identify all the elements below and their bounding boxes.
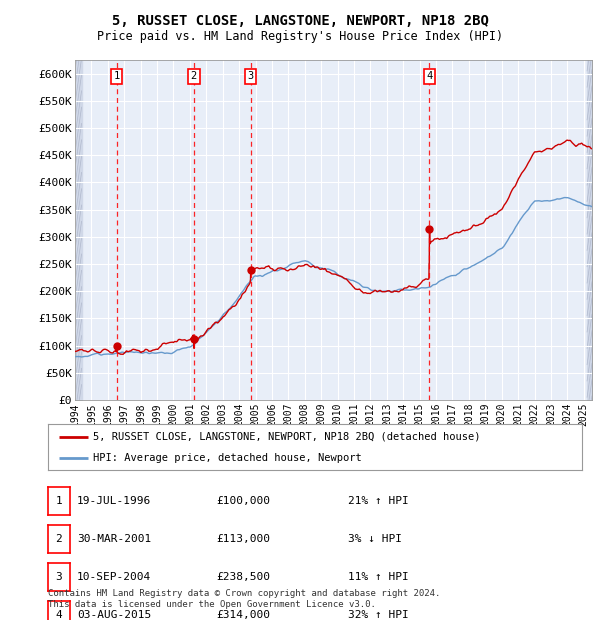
Text: 2: 2	[191, 71, 197, 81]
Text: 32% ↑ HPI: 32% ↑ HPI	[348, 610, 409, 620]
Text: 2: 2	[56, 534, 62, 544]
Text: 1: 1	[56, 496, 62, 506]
Text: 4: 4	[56, 610, 62, 620]
Text: Contains HM Land Registry data © Crown copyright and database right 2024.
This d: Contains HM Land Registry data © Crown c…	[48, 590, 440, 609]
Text: 3% ↓ HPI: 3% ↓ HPI	[348, 534, 402, 544]
Text: 4: 4	[426, 71, 433, 81]
Text: 10-SEP-2004: 10-SEP-2004	[77, 572, 151, 582]
Text: Price paid vs. HM Land Registry's House Price Index (HPI): Price paid vs. HM Land Registry's House …	[97, 30, 503, 43]
Text: £100,000: £100,000	[216, 496, 270, 506]
Text: £238,500: £238,500	[216, 572, 270, 582]
Text: 5, RUSSET CLOSE, LANGSTONE, NEWPORT, NP18 2BQ: 5, RUSSET CLOSE, LANGSTONE, NEWPORT, NP1…	[112, 14, 488, 28]
Text: 3: 3	[56, 572, 62, 582]
Text: 21% ↑ HPI: 21% ↑ HPI	[348, 496, 409, 506]
Text: 03-AUG-2015: 03-AUG-2015	[77, 610, 151, 620]
Text: 5, RUSSET CLOSE, LANGSTONE, NEWPORT, NP18 2BQ (detached house): 5, RUSSET CLOSE, LANGSTONE, NEWPORT, NP1…	[94, 432, 481, 441]
Text: 3: 3	[247, 71, 254, 81]
Text: 30-MAR-2001: 30-MAR-2001	[77, 534, 151, 544]
Text: £314,000: £314,000	[216, 610, 270, 620]
Text: 1: 1	[113, 71, 120, 81]
Text: 19-JUL-1996: 19-JUL-1996	[77, 496, 151, 506]
Text: £113,000: £113,000	[216, 534, 270, 544]
Text: 11% ↑ HPI: 11% ↑ HPI	[348, 572, 409, 582]
Text: HPI: Average price, detached house, Newport: HPI: Average price, detached house, Newp…	[94, 453, 362, 463]
